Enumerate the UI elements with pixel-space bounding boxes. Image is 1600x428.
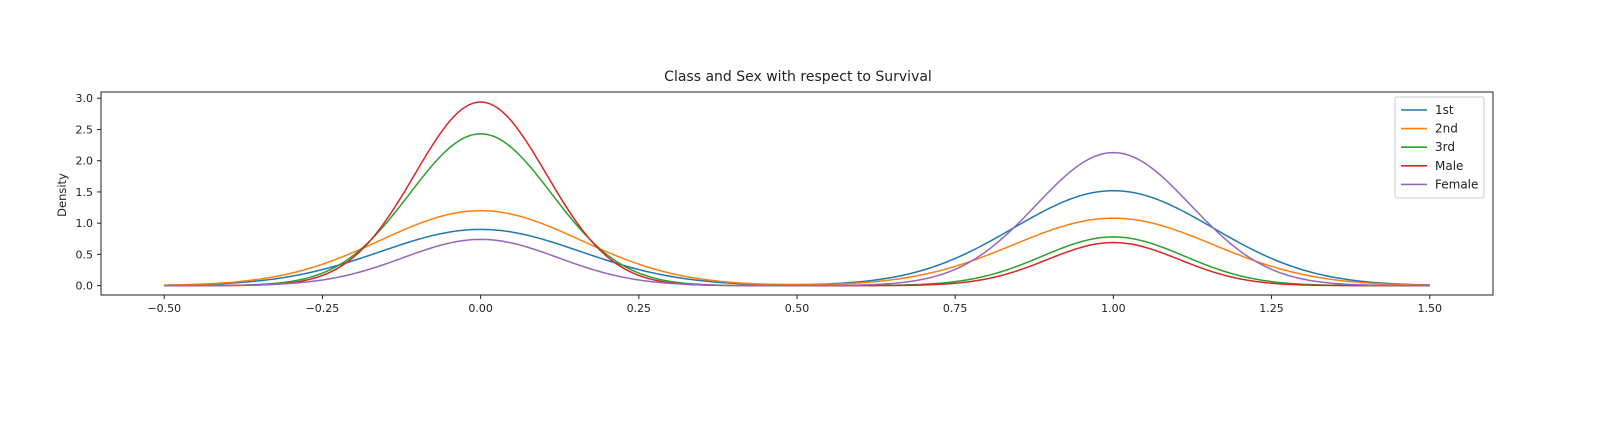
y-axis-ticks: 0.0 0.5 1.0 1.5 2.0 2.5 3.0 bbox=[76, 92, 101, 293]
x-tick-label: 1.50 bbox=[1417, 302, 1442, 315]
series-line-female bbox=[164, 151, 1430, 287]
x-tick-label: 0.25 bbox=[627, 302, 652, 315]
y-tick-label: 1.5 bbox=[76, 186, 94, 199]
y-tick-label: 0.0 bbox=[76, 280, 94, 293]
chart-title: Class and Sex with respect to Survival bbox=[664, 69, 932, 85]
legend-entry-label: 1st bbox=[1435, 103, 1454, 117]
plot-area-frame bbox=[100, 91, 1494, 296]
y-tick-label: 3.0 bbox=[76, 92, 94, 105]
x-tick-label: 0.75 bbox=[943, 302, 968, 315]
legend-entry-label: 3rd bbox=[1435, 140, 1455, 154]
x-tick-label: −0.25 bbox=[306, 302, 340, 315]
y-tick-label: 2.5 bbox=[76, 123, 94, 136]
x-tick-label: 1.00 bbox=[1101, 302, 1126, 315]
series-line-2nd bbox=[164, 209, 1430, 286]
series-lines bbox=[164, 101, 1430, 287]
x-tick-label: 0.00 bbox=[468, 302, 493, 315]
legend: 1st 2nd 3rd Male Female bbox=[1394, 96, 1485, 199]
legend-entry-label: 2nd bbox=[1435, 122, 1458, 136]
legend-entry-label: Male bbox=[1435, 159, 1463, 173]
y-tick-label: 2.0 bbox=[76, 155, 94, 168]
legend-box bbox=[1394, 96, 1485, 199]
x-axis-ticks: −0.50 −0.25 0.00 0.25 0.50 0.75 1.00 1.25 1.50 bbox=[147, 295, 1442, 315]
legend-entry-label: Female bbox=[1435, 177, 1478, 191]
series-line-3rd bbox=[164, 133, 1430, 287]
x-tick-label: −0.50 bbox=[147, 302, 181, 315]
series-line-1st bbox=[164, 189, 1430, 286]
x-tick-label: 0.50 bbox=[785, 302, 810, 315]
y-tick-label: 1.0 bbox=[76, 217, 94, 230]
x-tick-label: 1.25 bbox=[1259, 302, 1284, 315]
series-line-male bbox=[164, 101, 1430, 287]
y-axis-label: Density bbox=[55, 173, 69, 217]
y-tick-label: 0.5 bbox=[76, 248, 94, 261]
